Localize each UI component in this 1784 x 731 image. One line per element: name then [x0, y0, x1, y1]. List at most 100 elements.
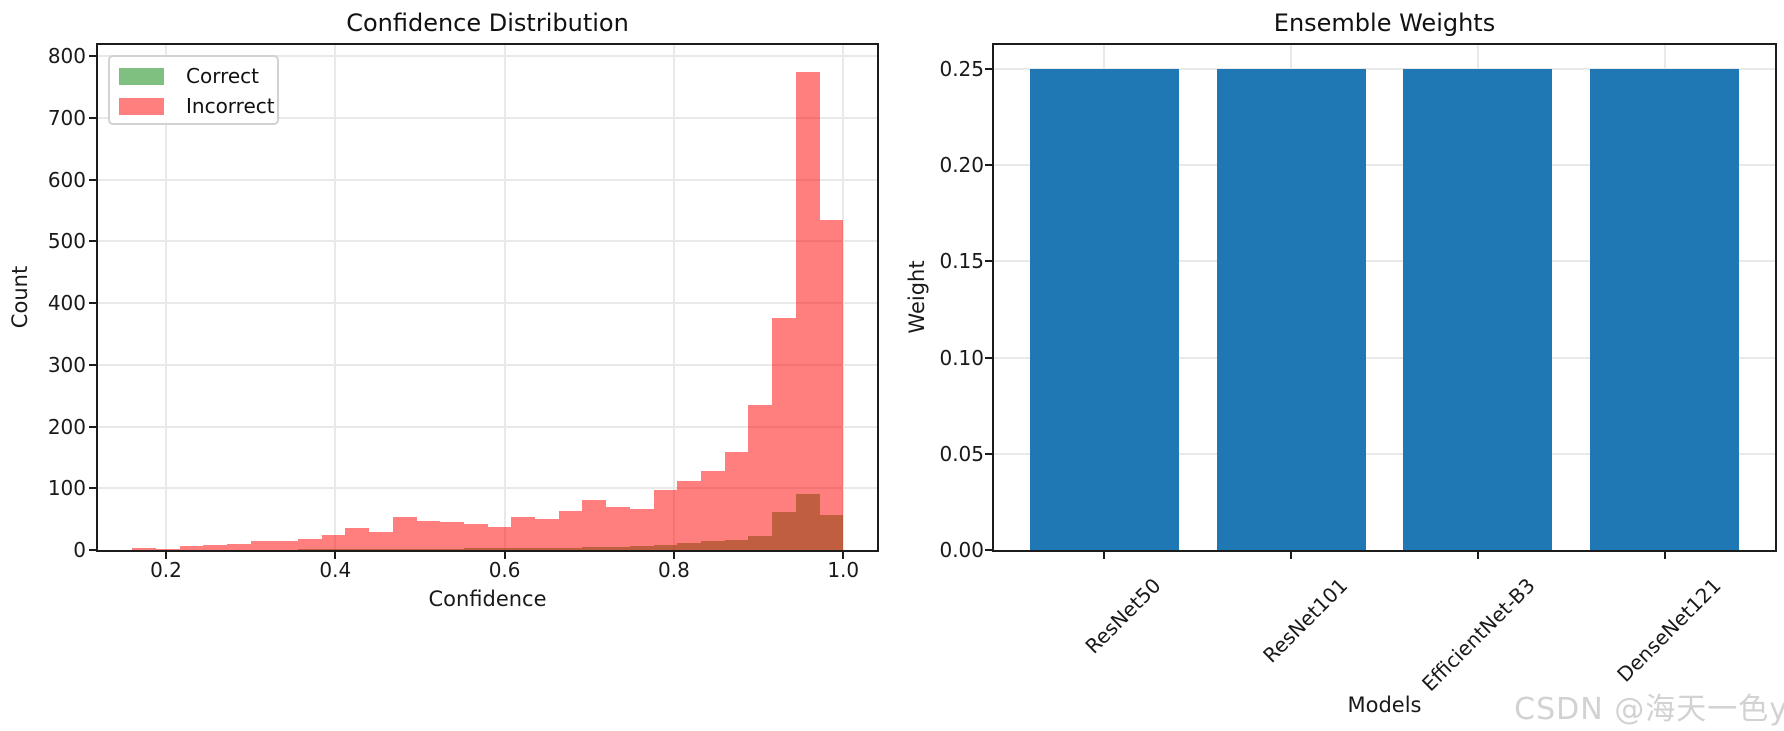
histogram-bar-incorrect [251, 540, 274, 550]
gridline-x [503, 45, 506, 550]
y-tick [89, 55, 96, 58]
y-tick-label: 0.00 [939, 538, 984, 562]
histogram-bar-incorrect [654, 489, 677, 550]
confidence-histogram-canvas [98, 45, 877, 550]
histogram-bar-incorrect [488, 526, 511, 550]
gridline-y [98, 487, 877, 490]
gridline-y [98, 425, 877, 428]
x-tick [672, 552, 675, 559]
histogram-bar-incorrect [630, 508, 654, 550]
right-chart-xlabel: Models [1347, 693, 1422, 717]
y-tick [89, 240, 96, 243]
histogram-bar-incorrect [772, 317, 796, 550]
histogram-bar-incorrect [180, 546, 203, 550]
histogram-bar-incorrect [156, 548, 180, 550]
y-tick-label: 100 [47, 476, 86, 501]
y-tick [89, 116, 96, 119]
left-chart-xlabel: Confidence [428, 587, 547, 611]
histogram-bar-incorrect [464, 524, 488, 550]
histogram-bar-incorrect [227, 543, 251, 550]
y-tick [89, 487, 96, 490]
y-tick-label: 200 [47, 414, 86, 439]
x-tick-label: 1.0 [827, 558, 860, 582]
x-tick [1103, 552, 1106, 559]
y-tick [985, 164, 992, 167]
histogram-bar-incorrect [796, 71, 820, 550]
gridline-y [98, 240, 877, 243]
histogram-bar-incorrect [582, 500, 606, 550]
y-tick-label: 0.20 [939, 153, 984, 178]
category-label: DenseNet121 [1612, 573, 1727, 687]
y-tick [89, 549, 96, 551]
gridline-y [994, 260, 1775, 263]
gridline-y [994, 452, 1775, 455]
histogram-bar-incorrect [725, 452, 748, 550]
x-tick-label: 0.2 [150, 558, 182, 582]
category-label: ResNet101 [1258, 573, 1353, 668]
x-tick-label: 0.6 [488, 558, 521, 582]
histogram-bar-incorrect [559, 511, 582, 550]
gridline-y [98, 55, 877, 58]
histogram-bar-incorrect [748, 404, 772, 550]
histogram-bar-incorrect [606, 506, 630, 550]
gridline-y [98, 363, 877, 366]
histogram-bar-incorrect [820, 219, 843, 550]
histogram-bar-incorrect [345, 527, 369, 550]
gridline-y [994, 356, 1775, 359]
x-tick [1663, 552, 1666, 559]
y-tick-label: 0.05 [939, 441, 984, 466]
y-tick [985, 68, 992, 71]
legend-label-correct: Correct [186, 64, 259, 88]
legend: Correct Incorrect [108, 55, 279, 125]
y-tick-label: 500 [47, 229, 86, 254]
y-tick [89, 302, 96, 305]
gridline-y [98, 116, 877, 119]
weight-bar [1590, 69, 1739, 550]
y-tick [985, 549, 992, 551]
histogram-bar-incorrect [511, 516, 535, 550]
histogram-bar-incorrect [417, 520, 440, 550]
weights-bar-canvas [994, 45, 1775, 550]
y-tick [89, 425, 96, 428]
histogram-bar-incorrect [440, 521, 464, 550]
histogram-bar-incorrect [298, 538, 322, 550]
gridline-x [334, 45, 337, 550]
histogram-bar-incorrect [203, 545, 227, 550]
gridline-y [994, 164, 1775, 167]
histogram-bar-incorrect [274, 541, 298, 550]
x-tick [334, 552, 337, 559]
y-tick-label: 700 [47, 105, 86, 130]
legend-row-incorrect: Incorrect [119, 94, 275, 118]
y-tick-label: 0.25 [939, 57, 984, 82]
weight-bar [1403, 69, 1552, 550]
histogram-bar-incorrect [369, 532, 393, 550]
x-tick-label: 0.8 [658, 558, 690, 582]
y-tick-label: 400 [47, 291, 86, 316]
y-tick [89, 363, 96, 366]
y-tick-label: 600 [47, 167, 86, 192]
hist-layer-incorrect [98, 45, 877, 550]
y-tick-label: 0.10 [939, 345, 984, 370]
y-tick [985, 260, 992, 263]
gridline-y [994, 68, 1775, 71]
y-tick-label: 300 [47, 352, 86, 377]
y-tick [985, 452, 992, 455]
csdn-watermark: CSDN @海天一色y [1514, 692, 1784, 727]
legend-swatch-incorrect [119, 98, 164, 115]
histogram-bar-incorrect [701, 470, 725, 550]
gridline-x [164, 45, 167, 550]
left-chart-title: Confidence Distribution [346, 9, 629, 37]
x-tick [1476, 552, 1479, 559]
category-label: ResNet50 [1080, 573, 1166, 659]
histogram-bar-incorrect [677, 481, 701, 550]
category-label: EfficientNet-B3 [1416, 573, 1540, 696]
x-tick-label: 0.4 [319, 558, 352, 582]
y-tick-label: 800 [47, 44, 86, 69]
histogram-bar-incorrect [322, 534, 345, 550]
legend-swatch-correct [119, 68, 164, 85]
histogram-bar-incorrect [132, 548, 156, 550]
x-tick [1290, 552, 1293, 559]
y-tick-label: 0 [73, 538, 86, 562]
right-chart-title: Ensemble Weights [1273, 9, 1496, 37]
